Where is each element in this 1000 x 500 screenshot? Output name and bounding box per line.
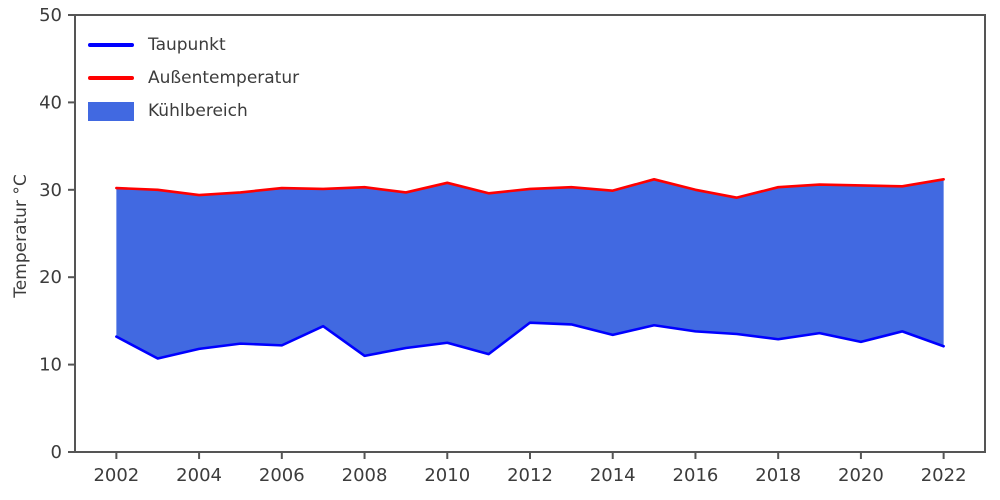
legend-label-kuehlbereich: Kühlbereich: [148, 101, 248, 121]
x-tick-label: 2018: [755, 465, 801, 486]
taupunkt-line-swatch: [88, 43, 134, 47]
cooling-area: [116, 179, 944, 359]
y-tick-label: 20: [39, 267, 62, 288]
taupunkt-line: [115, 321, 945, 360]
x-tick-label: 2008: [342, 465, 388, 486]
legend-item-kuehlbereich: Kühlbereich: [88, 100, 299, 122]
y-tick-label: 10: [39, 355, 62, 376]
kuehlbereich-patch-swatch: [88, 101, 134, 121]
x-tick-label: 2002: [93, 465, 139, 486]
legend-label-taupunkt: Taupunkt: [148, 35, 226, 55]
x-tick-label: 2016: [673, 465, 719, 486]
aussentemperatur-line: [115, 178, 945, 199]
x-tick-label: 2004: [176, 465, 222, 486]
x-tick-label: 2020: [838, 465, 884, 486]
x-tick-label: 2014: [590, 465, 636, 486]
legend: Taupunkt Außentemperatur Kühlbereich: [88, 34, 299, 122]
x-tick-label: 2010: [424, 465, 470, 486]
legend-label-aussentemperatur: Außentemperatur: [148, 68, 300, 88]
aussentemperatur-line-swatch: [88, 76, 134, 80]
x-tick-label: 2022: [921, 465, 967, 486]
x-tick-label: 2012: [507, 465, 553, 486]
y-tick-label: 0: [51, 442, 62, 463]
y-tick-label: 50: [39, 5, 62, 26]
y-tick-label: 30: [39, 180, 62, 201]
legend-item-aussentemperatur: Außentemperatur: [88, 67, 299, 89]
y-axis-label: Temperatur °C: [11, 174, 31, 298]
x-tick-label: 2006: [259, 465, 305, 486]
y-tick-label: 40: [39, 92, 62, 113]
legend-item-taupunkt: Taupunkt: [88, 34, 299, 56]
